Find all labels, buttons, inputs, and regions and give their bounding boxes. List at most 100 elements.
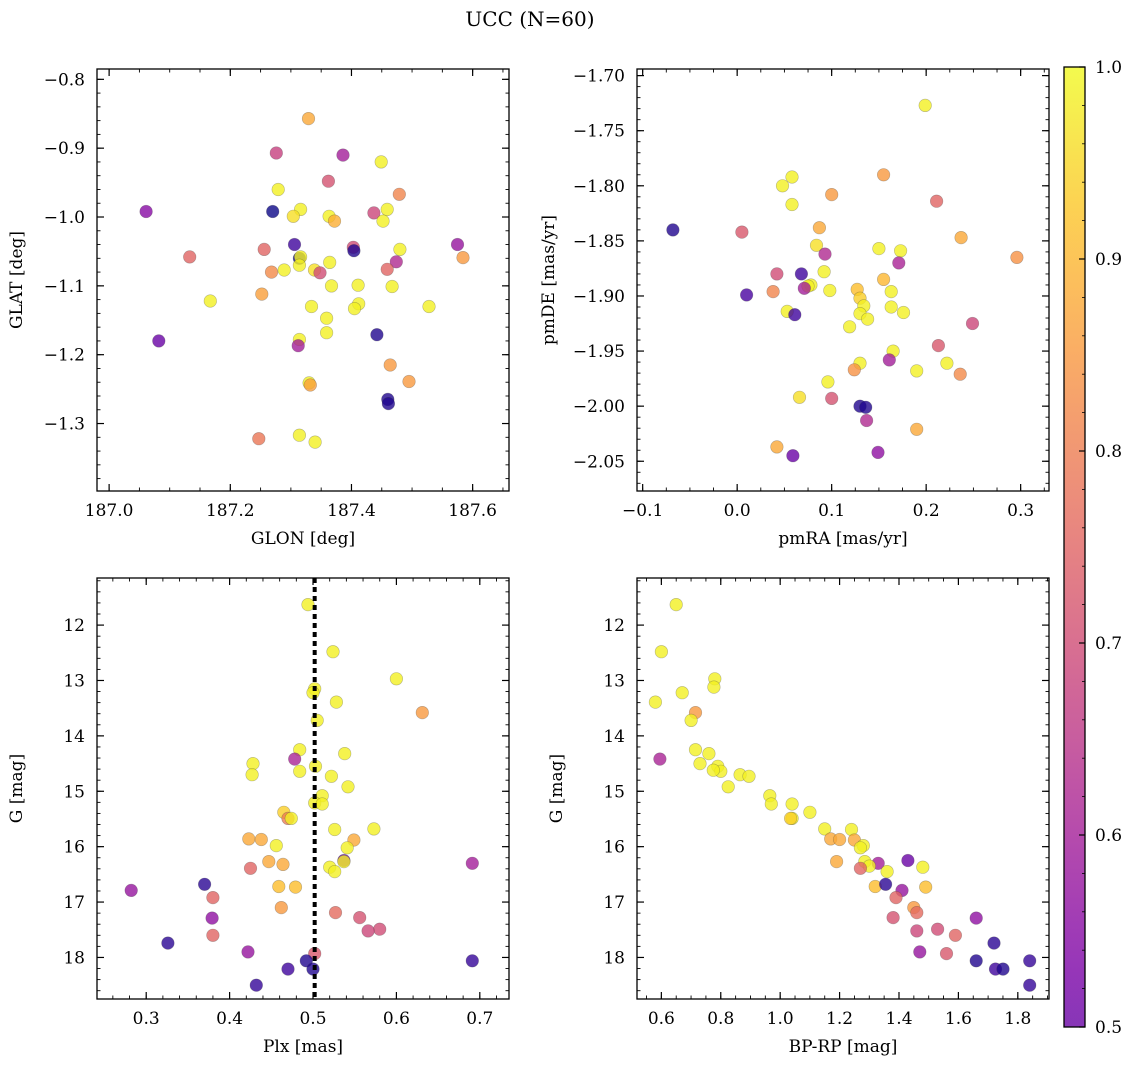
scatter-point: [351, 278, 365, 292]
scatter-point: [878, 877, 893, 891]
ticks: −0.1 0.0 0.1 0.2 0.3 −1.70 −1.75 −1.80 −1.85 −1.9…: [573, 67, 1049, 521]
scatter-point: [245, 768, 259, 782]
y-tick-label: 15: [603, 782, 625, 802]
scatter-point: [797, 281, 811, 295]
y-tick-label: −1.1: [44, 277, 85, 297]
scatter-point: [393, 242, 407, 256]
scatter-point: [323, 255, 337, 270]
y-tick-label: 17: [63, 893, 85, 913]
x-tick-label: 1.2: [826, 1009, 853, 1029]
scatter-point: [969, 954, 983, 968]
scatter-point: [370, 328, 384, 342]
ticks: 0.3 0.4 0.5 0.6 0.7 12 13 14 15 16 17 18: [63, 578, 509, 1029]
scatter-point: [876, 168, 891, 182]
scatter-point: [183, 250, 197, 264]
scatter-point: [853, 861, 868, 875]
scatter-point: [389, 255, 403, 269]
scatter-point: [269, 146, 283, 160]
y-tick-label: −1.70: [573, 67, 625, 87]
scatter-point: [770, 440, 784, 454]
x-axis-label: pmRA [mas/yr]: [778, 529, 907, 549]
scatter-point: [896, 305, 911, 320]
scatter-point: [415, 705, 429, 720]
scatter-point: [1023, 978, 1037, 992]
x-tick-label: −0.1: [622, 501, 663, 521]
scatter-point: [929, 194, 944, 208]
y-tick-label: −1.80: [573, 177, 625, 197]
scatter-point: [918, 98, 932, 112]
scatter-point: [653, 752, 667, 766]
x-axis-label: GLON [deg]: [251, 529, 355, 549]
y-tick-label: 18: [603, 948, 625, 968]
colorbar-tick-label: 0.6: [1095, 826, 1122, 846]
y-tick-label: −0.9: [44, 139, 85, 159]
y-tick-label: −0.8: [44, 70, 85, 90]
scatter-point: [383, 358, 397, 372]
scatter-point: [326, 645, 340, 659]
scatter-point: [353, 910, 367, 925]
scatter-point: [785, 170, 799, 184]
scatter-point: [739, 288, 754, 302]
scatter-point: [886, 910, 900, 925]
scatter-point: [292, 258, 307, 272]
scatter-point: [161, 936, 175, 950]
scatter-point: [893, 244, 908, 258]
axes-frame: [636, 68, 1050, 492]
scatter-point: [987, 936, 1001, 950]
y-tick-label: 16: [603, 838, 625, 858]
y-tick-label: 14: [63, 727, 85, 747]
colorbar-tick-label: 0.7: [1095, 634, 1122, 654]
x-tick-label: 187.6: [448, 501, 497, 521]
y-axis-label: G [mag]: [7, 754, 27, 823]
figure-title: UCC (N=60): [465, 7, 594, 31]
scatter-point: [139, 204, 153, 219]
x-tick-label: 187.0: [85, 501, 134, 521]
colorbar-gradient: [1064, 67, 1085, 1027]
scatter-point: [821, 375, 835, 389]
x-tick-label: 1.0: [767, 1009, 794, 1029]
scatter-point: [361, 924, 375, 938]
scatter-point: [954, 231, 968, 245]
scatter-point: [948, 928, 963, 942]
scatter-point: [901, 853, 915, 868]
scatter-point: [376, 214, 390, 228]
y-axis-label: G [mag]: [547, 754, 567, 823]
scatter-point: [775, 179, 790, 193]
scatter-point: [271, 182, 285, 197]
scatter-point: [392, 187, 406, 201]
scatter-point: [817, 265, 831, 279]
points: [666, 98, 1024, 463]
scatter-point: [340, 841, 354, 855]
scatter-point: [721, 780, 735, 794]
scatter-point: [688, 743, 703, 757]
scatter-point: [367, 206, 381, 220]
scatter-point: [422, 299, 436, 314]
scatter-point: [276, 857, 290, 872]
scatter-point: [823, 283, 837, 298]
scatter-point: [328, 822, 342, 837]
scatter-point: [965, 316, 980, 331]
scatter-point: [892, 256, 906, 270]
scatter-point: [871, 445, 885, 460]
scatter-point: [286, 209, 300, 223]
scatter-point: [910, 364, 924, 378]
scatter-point: [336, 148, 350, 162]
scatter-point: [1010, 250, 1024, 264]
colorbar-tick-label: 1.0: [1095, 58, 1122, 78]
scatter-point: [832, 832, 847, 847]
axes-frame: [636, 577, 1050, 1000]
scatter-point: [693, 756, 707, 771]
points: [139, 111, 470, 449]
scatter-point: [287, 237, 302, 252]
x-tick-label: 0.0: [724, 501, 751, 521]
scatter-point: [321, 174, 336, 188]
scatter-point: [785, 197, 799, 212]
scatter-point: [254, 832, 268, 847]
scatter-point: [320, 326, 334, 340]
scatter-point: [315, 797, 329, 811]
scatter-point: [303, 378, 317, 392]
scatter-point: [675, 686, 689, 700]
scatter-point: [913, 945, 927, 959]
scatter-point: [274, 900, 288, 915]
